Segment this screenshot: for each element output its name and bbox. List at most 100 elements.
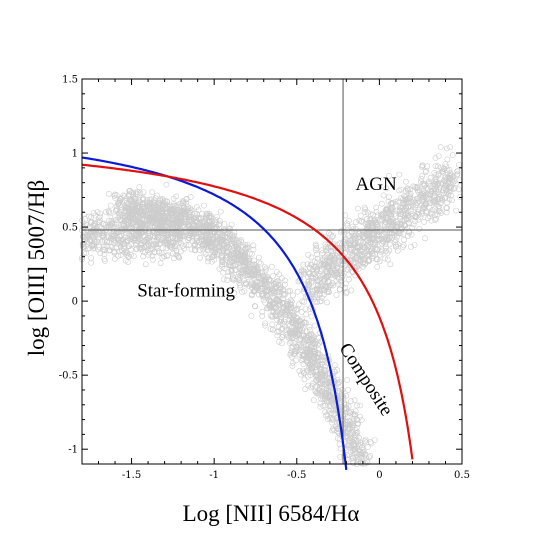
- data-point: [124, 219, 131, 226]
- data-point: [323, 393, 330, 399]
- data-point: [287, 301, 294, 307]
- data-point: [355, 266, 362, 272]
- data-point: [350, 259, 357, 266]
- data-point: [238, 269, 245, 276]
- reference-lines: [82, 79, 462, 464]
- data-point: [262, 320, 269, 327]
- data-point: [330, 257, 337, 263]
- data-point: [367, 216, 374, 223]
- data-point: [319, 372, 326, 379]
- data-point: [207, 239, 213, 246]
- data-point: [322, 363, 329, 370]
- data-point: [322, 402, 329, 409]
- data-point: [334, 264, 341, 270]
- data-point: [251, 288, 258, 294]
- data-point: [261, 264, 268, 270]
- data-point: [385, 194, 392, 200]
- data-point: [398, 186, 405, 193]
- data-point: [174, 223, 181, 230]
- data-point: [115, 200, 122, 207]
- data-point: [165, 206, 172, 213]
- data-point: [287, 330, 293, 337]
- data-point: [177, 207, 184, 214]
- data-point: [270, 272, 276, 279]
- data-point: [350, 226, 356, 233]
- data-point: [284, 301, 291, 308]
- data-point: [313, 263, 319, 270]
- data-point: [122, 234, 129, 241]
- data-point: [287, 287, 293, 294]
- data-point: [169, 250, 176, 257]
- data-point: [349, 252, 356, 259]
- data-point: [412, 214, 419, 221]
- data-point: [99, 233, 106, 240]
- data-point: [317, 366, 324, 373]
- data-point: [314, 298, 321, 305]
- data-point: [310, 287, 317, 294]
- data-point: [111, 240, 118, 246]
- data-point: [139, 244, 146, 251]
- data-point: [389, 234, 395, 241]
- data-point: [239, 289, 245, 295]
- data-point: [427, 190, 434, 197]
- data-point: [262, 288, 269, 295]
- data-point: [115, 252, 122, 259]
- data-point: [94, 209, 101, 216]
- data-point: [414, 195, 421, 202]
- data-point: [163, 237, 170, 244]
- data-point: [364, 209, 371, 216]
- data-point: [424, 163, 430, 170]
- data-point: [282, 311, 288, 318]
- data-point: [435, 207, 442, 214]
- data-point: [137, 220, 144, 227]
- data-point: [408, 243, 414, 250]
- data-point: [188, 246, 195, 253]
- data-point: [211, 226, 218, 233]
- data-point: [375, 221, 381, 228]
- data-point: [152, 195, 159, 201]
- data-point: [177, 213, 184, 220]
- data-point: [311, 359, 317, 366]
- data-point: [308, 254, 315, 261]
- data-point: [259, 308, 266, 315]
- data-point: [313, 242, 320, 249]
- data-point: [276, 271, 283, 278]
- data-point: [308, 278, 315, 285]
- data-point: [109, 220, 116, 227]
- data-point: [126, 243, 133, 250]
- data-point: [397, 230, 404, 237]
- data-point: [105, 208, 112, 214]
- data-point: [386, 172, 392, 179]
- data-point: [157, 260, 164, 267]
- data-point: [315, 379, 322, 386]
- data-point: [180, 242, 186, 249]
- data-point: [281, 281, 288, 288]
- data-point: [299, 316, 305, 322]
- data-point: [339, 386, 346, 393]
- data-point: [325, 264, 331, 271]
- data-point: [419, 162, 426, 169]
- data-point: [208, 247, 215, 254]
- data-point: [133, 189, 139, 196]
- data-point: [92, 212, 99, 219]
- data-point: [312, 241, 319, 248]
- data-point: [170, 255, 177, 262]
- data-point: [343, 266, 350, 273]
- data-point: [173, 193, 180, 200]
- data-point: [155, 248, 162, 255]
- data-point: [128, 221, 135, 227]
- data-point: [193, 238, 200, 245]
- data-point: [249, 272, 256, 279]
- data-point: [261, 277, 268, 283]
- data-point: [322, 273, 329, 280]
- data-point: [354, 456, 361, 463]
- data-point: [276, 297, 282, 304]
- data-point: [155, 225, 162, 232]
- data-point: [356, 230, 363, 237]
- data-point: [169, 214, 176, 221]
- data-point: [128, 236, 135, 243]
- data-point: [307, 265, 313, 272]
- data-point: [432, 163, 439, 169]
- data-point: [348, 287, 355, 294]
- data-point: [275, 328, 282, 335]
